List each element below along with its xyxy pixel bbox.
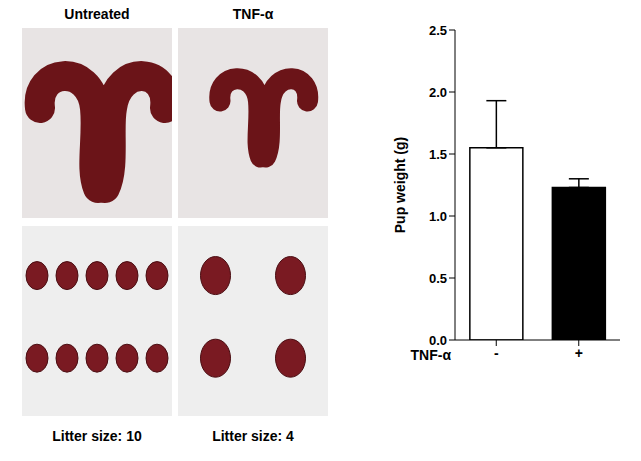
html-text:Litter size: 10: Litter size: 10: [52, 428, 142, 444]
svg-text:2.0: 2.0: [429, 85, 447, 100]
svg-text:-: -: [494, 345, 499, 361]
html-text:TNF-α: TNF-α: [232, 6, 274, 22]
svg-text:0.0: 0.0: [429, 333, 447, 348]
svg-text:1.5: 1.5: [429, 147, 447, 162]
svg-text:1.0: 1.0: [429, 209, 447, 224]
svg-text:0.5: 0.5: [429, 271, 447, 286]
svg-text:2.5: 2.5: [429, 23, 447, 38]
html-text:Litter size: 4: Litter size: 4: [212, 428, 294, 444]
svg-text:Pup weight (g): Pup weight (g): [392, 137, 408, 233]
html-text:Untreated: Untreated: [64, 6, 130, 22]
svg-text:+: +: [575, 345, 583, 361]
svg-text:TNF-α: TNF-α: [411, 347, 452, 363]
